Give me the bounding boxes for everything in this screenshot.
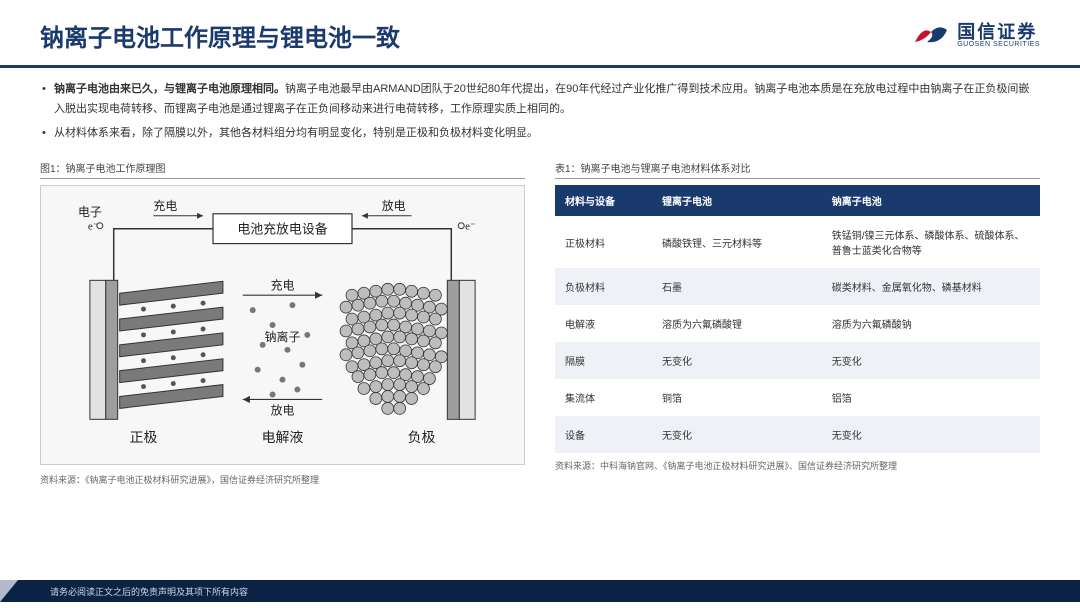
page-title: 钠离子电池工作原理与锂电池一致 — [40, 18, 400, 53]
two-column-layout: 图1：钠离子电池工作原理图 电池充放电设备 电子 e⁻ e⁻ — [40, 157, 1040, 486]
bullet-2-text: 从材料体系来看，除了隔膜以外，其他各材料组分均有明显变化，特别是正极和负极材料变… — [54, 127, 538, 139]
label-charge-mid: 充电 — [271, 279, 295, 293]
label-cathode: 正极 — [130, 431, 158, 447]
device-label: 电池充放电设备 — [237, 222, 327, 237]
logo-cn: 国信证券 — [957, 23, 1040, 41]
figure-caption: 图1：钠离子电池工作原理图 — [40, 157, 525, 179]
body-content: 钠离子电池由来已久，与锂离子电池原理相同。钠离子电池最早由ARMAND团队于20… — [0, 68, 1080, 486]
table-caption: 表1：钠离子电池与锂离子电池材料体系对比 — [555, 157, 1040, 179]
table-source: 资料来源：中科海钠官网、《钠离子电池正极材料研究进展》、国信证券经济研究所整理 — [555, 459, 1040, 472]
label-eminus-r: e⁻ — [465, 221, 476, 233]
label-anode: 负极 — [408, 431, 436, 447]
table-row: 负极材料 石墨 碳类材料、金属氧化物、磷基材料 — [555, 268, 1040, 305]
figure-column: 图1：钠离子电池工作原理图 电池充放电设备 电子 e⁻ e⁻ — [40, 157, 525, 486]
table-body: 正极材料 磷酸铁锂、三元材料等 铁锰铜/镍三元体系、磷酸体系、硫酸体系、普鲁士蓝… — [555, 216, 1040, 453]
label-na-ion: 钠离子 — [265, 330, 301, 344]
table-column: 表1：钠离子电池与锂离子电池材料体系对比 材料与设备 锂离子电池 钠离子电池 正… — [555, 157, 1040, 486]
table-header-row: 材料与设备 锂离子电池 钠离子电池 — [555, 185, 1040, 216]
comparison-table: 材料与设备 锂离子电池 钠离子电池 正极材料 磷酸铁锂、三元材料等 铁锰铜/镍三… — [555, 185, 1040, 453]
diagram-svg: 电池充放电设备 电子 e⁻ e⁻ 充电 放电 — [41, 186, 524, 464]
table-row: 集流体 铜箔 铝箔 — [555, 379, 1040, 416]
label-electron: 电子 — [78, 205, 102, 219]
header: 钠离子电池工作原理与锂电池一致 国信证券 GUOSEN SECURITIES — [0, 0, 1080, 68]
battery-diagram: 电池充放电设备 电子 e⁻ e⁻ 充电 放电 — [40, 185, 525, 465]
th-2: 钠离子电池 — [822, 185, 1040, 216]
label-electrolyte: 电解液 — [262, 431, 304, 447]
bullet-list: 钠离子电池由来已久，与锂离子电池原理相同。钠离子电池最早由ARMAND团队于20… — [40, 80, 1040, 143]
th-0: 材料与设备 — [555, 185, 652, 216]
label-discharge-mid: 放电 — [271, 404, 295, 418]
logo-en: GUOSEN SECURITIES — [957, 41, 1040, 48]
table-row: 正极材料 磷酸铁锂、三元材料等 铁锰铜/镍三元体系、磷酸体系、硫酸体系、普鲁士蓝… — [555, 216, 1040, 268]
label-charge-top: 充电 — [153, 199, 177, 213]
footer-text: 请务必阅读正文之后的免责声明及其项下所有内容 — [50, 585, 248, 598]
table-row: 电解液 溶质为六氟磷酸锂 溶质为六氟磷酸钠 — [555, 305, 1040, 342]
logo-text: 国信证券 GUOSEN SECURITIES — [957, 23, 1040, 48]
figure-source: 资料来源：《钠离子电池正极材料研究进展》，国信证券经济研究所整理 — [40, 473, 525, 486]
company-logo: 国信证券 GUOSEN SECURITIES — [913, 22, 1040, 50]
th-1: 锂离子电池 — [652, 185, 822, 216]
bullet-1-emph: 钠离子电池由来已久，与锂离子电池原理相同。 — [54, 83, 285, 95]
table-row: 设备 无变化 无变化 — [555, 416, 1040, 453]
footer-bar: 请务必阅读正文之后的免责声明及其项下所有内容 — [0, 580, 1080, 602]
bullet-2: 从材料体系来看，除了隔膜以外，其他各材料组分均有明显变化，特别是正极和负极材料变… — [40, 124, 1040, 144]
logo-icon — [913, 22, 949, 50]
label-discharge-top: 放电 — [382, 199, 406, 213]
bullet-1: 钠离子电池由来已久，与锂离子电池原理相同。钠离子电池最早由ARMAND团队于20… — [40, 80, 1040, 120]
table-row: 隔膜 无变化 无变化 — [555, 342, 1040, 379]
